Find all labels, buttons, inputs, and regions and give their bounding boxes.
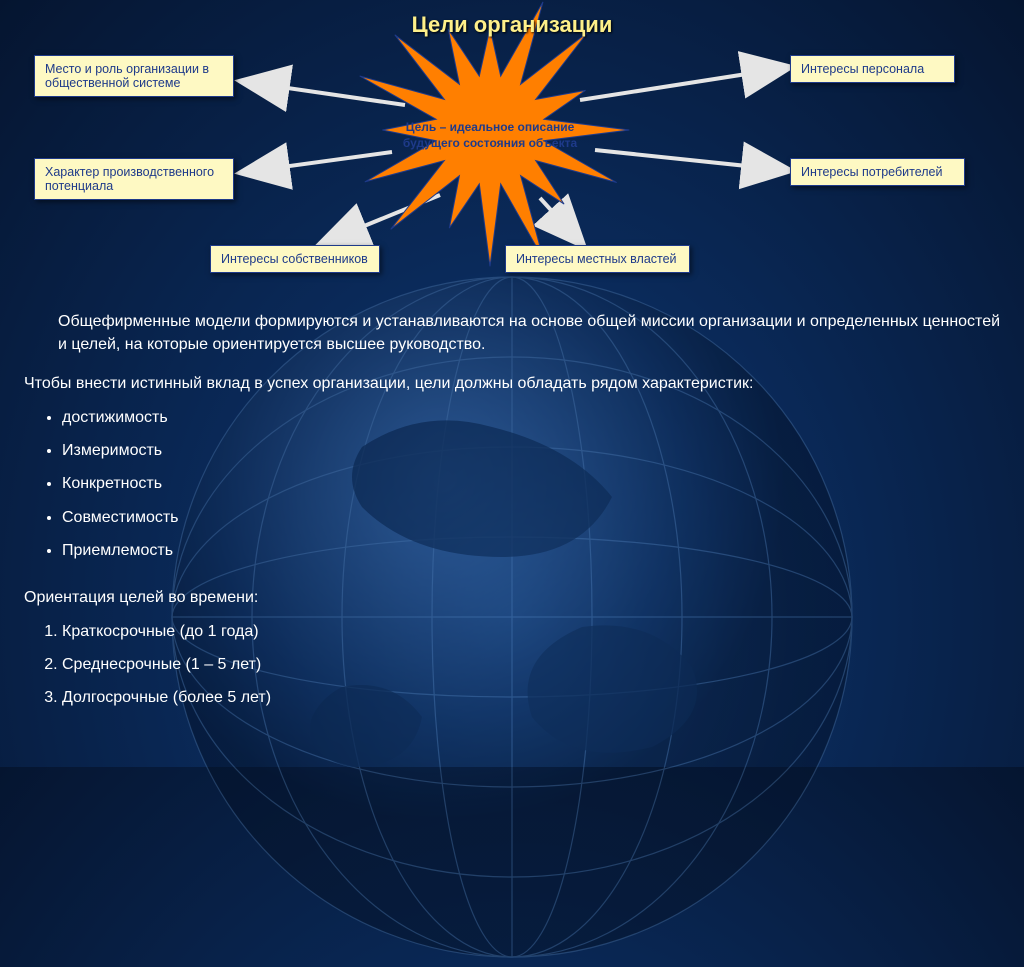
paragraph-3: Ориентация целей во времени: (24, 586, 1004, 609)
diagram-box-b1: Место и роль организации в общественной … (34, 55, 234, 97)
numbered-list: Краткосрочные (до 1 года) Среднесрочные (… (24, 614, 1004, 720)
center-label: Цель – идеальное описание будущего состо… (390, 120, 590, 151)
diagram-box-b5: Интересы персонала (790, 55, 955, 83)
diagram-box-b6: Интересы потребителей (790, 158, 965, 186)
center-line1: Цель – идеальное описание (406, 120, 575, 134)
bullet-item: Совместимость (62, 506, 1004, 529)
diagram-box-b2: Характер производственного потенциала (34, 158, 234, 200)
paragraph-2: Чтобы внести истинный вклад в успех орга… (24, 372, 1004, 395)
diagram-box-b4: Интересы местных властей (505, 245, 690, 273)
paragraph-1: Общефирменные модели формируются и устан… (24, 310, 1004, 356)
bullet-item: Приемлемость (62, 539, 1004, 562)
bullet-list: достижимость Измеримость Конкретность Совме… (24, 400, 1004, 572)
center-line2: будущего состояния объекта (403, 136, 577, 150)
number-item: Долгосрочные (более 5 лет) (62, 686, 1004, 709)
slide-title: Цели организации (0, 12, 1024, 38)
diagram-box-b3: Интересы собственников (210, 245, 380, 273)
number-item: Краткосрочные (до 1 года) (62, 620, 1004, 643)
number-item: Среднесрочные (1 – 5 лет) (62, 653, 1004, 676)
bullet-item: Измеримость (62, 439, 1004, 462)
bullet-item: Конкретность (62, 472, 1004, 495)
bullet-item: достижимость (62, 406, 1004, 429)
